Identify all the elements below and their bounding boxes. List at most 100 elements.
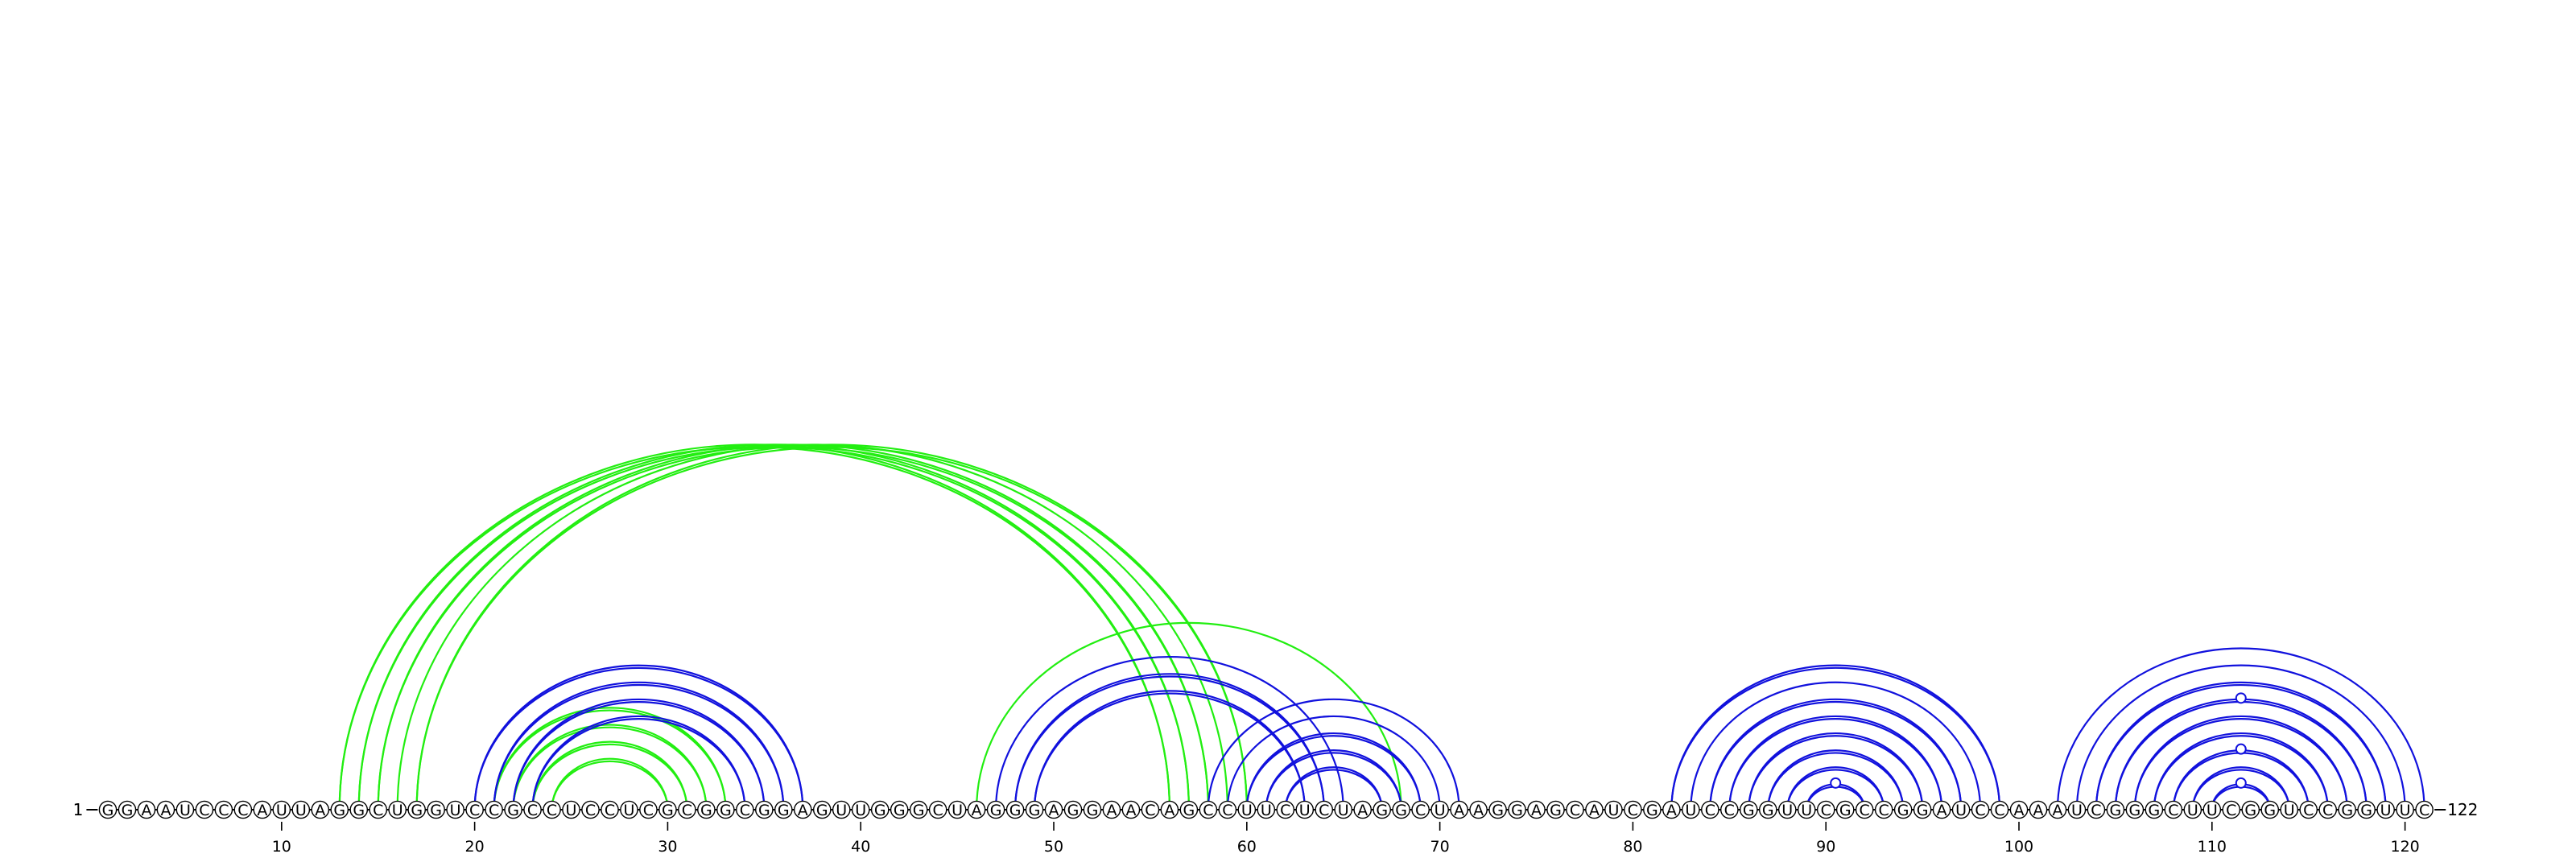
nucleotide-circle bbox=[1855, 800, 1874, 819]
nucleotide: A bbox=[967, 800, 986, 819]
nucleotide-circle bbox=[291, 800, 311, 819]
nucleotide-circle bbox=[2048, 800, 2067, 819]
nucleotide-label: C bbox=[489, 802, 499, 819]
nucleotide-label: C bbox=[1975, 802, 1985, 819]
nucleotide-label: G bbox=[1183, 802, 1195, 819]
arc bbox=[994, 655, 1344, 811]
nucleotide: A bbox=[1662, 800, 1681, 819]
arc-marker bbox=[2235, 777, 2247, 789]
arc-stroke bbox=[512, 726, 708, 811]
arc bbox=[415, 443, 1248, 811]
nucleotide-label: U bbox=[1299, 802, 1311, 819]
nucleotide-circle bbox=[2164, 800, 2183, 819]
nucleotide-circle bbox=[658, 800, 677, 819]
nucleotide: U bbox=[1430, 800, 1449, 819]
nucleotide: G bbox=[774, 800, 793, 819]
tick-label: 120 bbox=[2390, 838, 2419, 856]
arc-stroke bbox=[1245, 735, 1422, 811]
arc bbox=[1265, 749, 1402, 811]
nucleotide-label: U bbox=[2284, 802, 2295, 819]
nucleotide-label: C bbox=[605, 802, 615, 819]
nucleotide-label: C bbox=[1203, 802, 1213, 819]
nucleotide-label: G bbox=[894, 802, 906, 819]
nucleotide: G bbox=[755, 800, 774, 819]
nucleotide-circle bbox=[1971, 800, 1990, 819]
arc-stroke bbox=[1767, 752, 1905, 811]
arc bbox=[396, 443, 1228, 811]
arc bbox=[2191, 766, 2290, 811]
nucleotide-label: U bbox=[1955, 802, 1967, 819]
axis-tick: 90 bbox=[1816, 822, 1835, 856]
arc-stroke bbox=[2095, 683, 2387, 811]
nucleotide-circle bbox=[504, 800, 522, 819]
nucleotide-circle bbox=[1083, 800, 1102, 819]
nucleotide-circle bbox=[1643, 800, 1662, 819]
arc-stroke bbox=[357, 443, 1190, 811]
nucleotide-circle bbox=[1295, 800, 1315, 819]
arc-stroke bbox=[2056, 647, 2425, 811]
nucleotide: U bbox=[175, 800, 195, 819]
nucleotide: U bbox=[1334, 800, 1353, 819]
nucleotide-label: G bbox=[778, 802, 790, 819]
nucleotide-label: U bbox=[566, 802, 577, 819]
tick-label: 90 bbox=[1816, 838, 1835, 856]
nucleotide-label: A bbox=[1937, 802, 1947, 819]
axis-tick: 80 bbox=[1623, 822, 1643, 856]
nucleotide-label: C bbox=[1821, 802, 1831, 819]
nucleotide: A bbox=[137, 800, 156, 819]
nucleotide-circle bbox=[1739, 800, 1758, 819]
nucleotide: U bbox=[272, 800, 291, 819]
tick-label: 80 bbox=[1623, 838, 1642, 856]
nucleotide-circle bbox=[407, 800, 426, 819]
nucleotide: G bbox=[2338, 800, 2356, 819]
nucleotide-circle bbox=[98, 800, 118, 819]
nucleotide: A bbox=[311, 800, 330, 819]
nucleotide-circle bbox=[1546, 800, 1565, 819]
nucleotide: U bbox=[2202, 800, 2222, 819]
nucleotide-label: U bbox=[1241, 802, 1253, 819]
nucleotide-circle bbox=[774, 800, 793, 819]
arc-stroke bbox=[1690, 681, 1982, 811]
nucleotide: C bbox=[1199, 800, 1218, 819]
nucleotide: U bbox=[1295, 800, 1315, 819]
nucleotide: C bbox=[639, 800, 658, 819]
arc-stroke bbox=[396, 443, 1228, 811]
nucleotide: C bbox=[465, 800, 484, 819]
nucleotide: C bbox=[1411, 800, 1430, 819]
nucleotide-label: G bbox=[122, 802, 134, 819]
nucleotide-circle bbox=[1063, 800, 1083, 819]
nucleotide-label: G bbox=[507, 802, 519, 819]
nucleotide-label: C bbox=[2226, 802, 2236, 819]
nucleotide: A bbox=[1121, 800, 1141, 819]
nucleotide-circle bbox=[832, 800, 851, 819]
nucleotide-circle bbox=[986, 800, 1005, 819]
markers-layer bbox=[1830, 692, 2247, 789]
nucleotide: G bbox=[1546, 800, 1565, 819]
nucleotide: G bbox=[2145, 800, 2164, 819]
nucleotide-label: A bbox=[972, 802, 982, 819]
nucleotide-circle bbox=[1373, 800, 1391, 819]
arc-stroke bbox=[1207, 698, 1460, 811]
tick-label: 40 bbox=[851, 838, 870, 856]
arc-stroke bbox=[976, 621, 1402, 811]
nucleotide-label: A bbox=[1106, 802, 1117, 819]
nucleotide-circle bbox=[1179, 800, 1199, 819]
nucleotide-label: G bbox=[662, 802, 674, 819]
arc bbox=[2056, 647, 2425, 811]
tick-label: 10 bbox=[272, 838, 291, 856]
arc bbox=[2153, 732, 2329, 811]
tick-label: 70 bbox=[1430, 838, 1450, 856]
nucleotide: G bbox=[1025, 800, 1044, 819]
nucleotide: U bbox=[446, 800, 464, 819]
nucleotide: C bbox=[1874, 800, 1893, 819]
arc-stroke bbox=[493, 709, 727, 811]
arc-stroke bbox=[531, 718, 746, 811]
nucleotide-label: G bbox=[1029, 802, 1041, 819]
arc-stroke bbox=[2133, 715, 2348, 811]
nucleotide-label: G bbox=[2341, 802, 2353, 819]
nucleotide: A bbox=[2009, 800, 2029, 819]
nucleotide: U bbox=[851, 800, 870, 819]
nucleotide-circle bbox=[1141, 800, 1160, 819]
arc-stroke bbox=[473, 664, 804, 811]
nucleotide-circle bbox=[330, 800, 349, 819]
